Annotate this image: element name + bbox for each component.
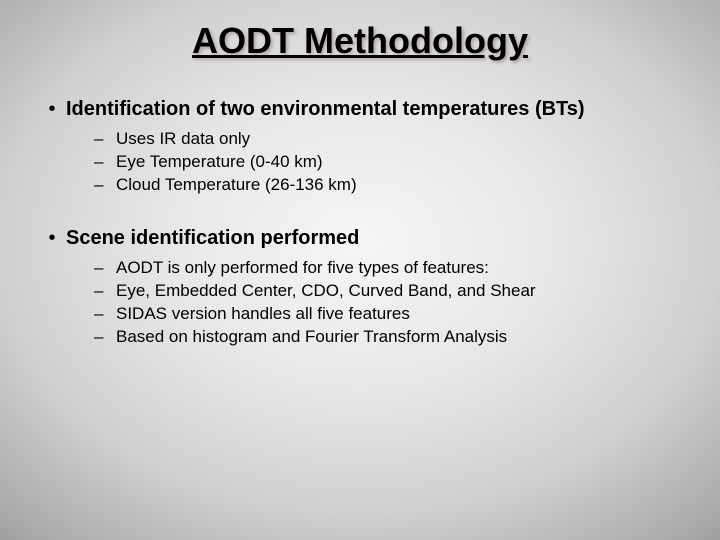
dash-icon: –	[94, 151, 116, 174]
sub-item: – Eye, Embedded Center, CDO, Curved Band…	[94, 280, 682, 303]
bullet-group-1: • Identification of two environmental te…	[38, 96, 682, 197]
sub-item-text: Eye, Embedded Center, CDO, Curved Band, …	[116, 280, 536, 303]
sub-item-text: Uses IR data only	[116, 128, 250, 151]
sub-item-text: Based on histogram and Fourier Transform…	[116, 326, 507, 349]
sub-item-text: SIDAS version handles all five features	[116, 303, 410, 326]
bullet-heading-text: Identification of two environmental temp…	[66, 96, 585, 122]
sub-item: – Eye Temperature (0-40 km)	[94, 151, 682, 174]
sub-item-text: Cloud Temperature (26-136 km)	[116, 174, 357, 197]
sub-item: – Cloud Temperature (26-136 km)	[94, 174, 682, 197]
dash-icon: –	[94, 280, 116, 303]
sub-item: – AODT is only performed for five types …	[94, 257, 682, 280]
dash-icon: –	[94, 174, 116, 197]
dash-icon: –	[94, 326, 116, 349]
bullet-heading-text: Scene identification performed	[66, 225, 359, 251]
sub-item: – Uses IR data only	[94, 128, 682, 151]
bullet-icon: •	[38, 96, 66, 122]
slide-content: • Identification of two environmental te…	[0, 96, 720, 349]
bullet-heading-2: • Scene identification performed	[38, 225, 682, 251]
sub-list-1: – Uses IR data only – Eye Temperature (0…	[94, 128, 682, 197]
sub-item-text: AODT is only performed for five types of…	[116, 257, 489, 280]
dash-icon: –	[94, 303, 116, 326]
bullet-icon: •	[38, 225, 66, 251]
sub-item: – SIDAS version handles all five feature…	[94, 303, 682, 326]
slide-title: AODT Methodology	[0, 20, 720, 62]
sub-list-2: – AODT is only performed for five types …	[94, 257, 682, 349]
dash-icon: –	[94, 257, 116, 280]
bullet-group-2: • Scene identification performed – AODT …	[38, 225, 682, 349]
bullet-heading-1: • Identification of two environmental te…	[38, 96, 682, 122]
sub-item-text: Eye Temperature (0-40 km)	[116, 151, 323, 174]
dash-icon: –	[94, 128, 116, 151]
sub-item: – Based on histogram and Fourier Transfo…	[94, 326, 682, 349]
slide: AODT Methodology • Identification of two…	[0, 0, 720, 540]
